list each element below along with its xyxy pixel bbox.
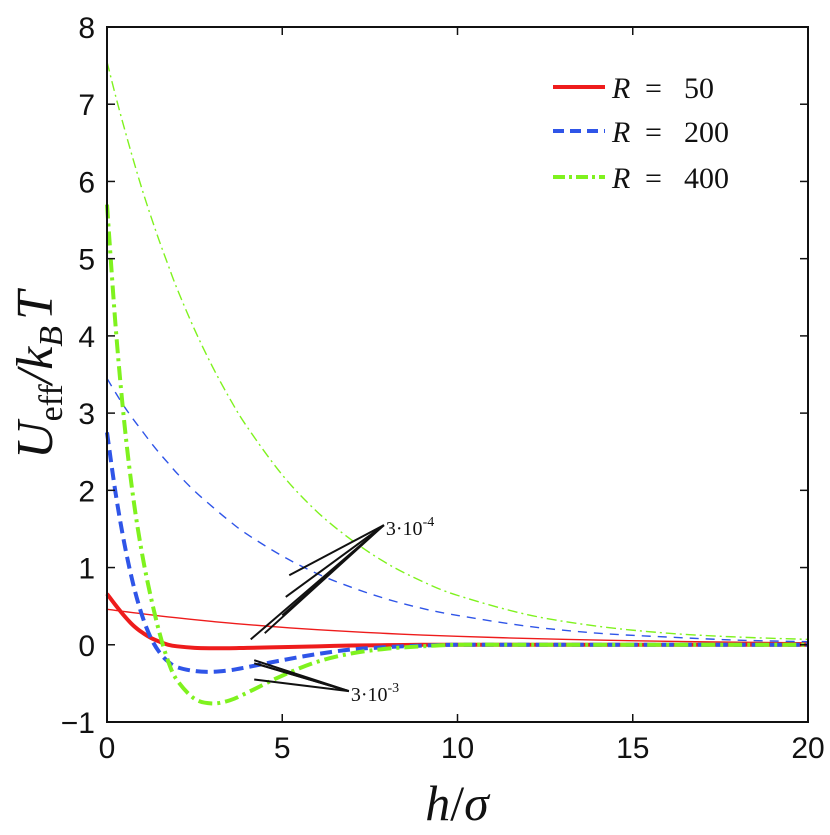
legend-value-r50: 50 [684, 72, 714, 105]
x-tick-label: 0 [99, 732, 116, 765]
x-axis-label-sigma: σ [464, 775, 491, 831]
annotation-leader-line [250, 524, 385, 641]
x-tick-label: 10 [441, 732, 474, 765]
x-axis-label: h/σ [425, 775, 491, 831]
legend-label-r50: R = 50 [611, 72, 714, 105]
x-axis-label-h: h [425, 775, 450, 831]
x-tick-label: 15 [616, 732, 649, 765]
x-axis-label-slash: / [450, 775, 464, 831]
y-tick-label: 1 [78, 553, 95, 586]
y-axis-label-t: T [7, 288, 64, 320]
legend: R = 50 R = 200 R = 400 [553, 72, 729, 195]
legend-value-r200: 200 [684, 116, 729, 149]
annotation-base: 3·10 [386, 518, 423, 540]
y-tick-label: 0 [78, 630, 95, 663]
y-axis-label-k-sub: B [33, 326, 70, 347]
y-tick-label: 5 [78, 244, 95, 277]
legend-var-r400: R [611, 162, 630, 195]
legend-var-r200: R [611, 116, 630, 149]
annotation-layer: 3·10-43·10-3 [250, 515, 434, 706]
series-line-r400-thin [106, 61, 809, 641]
series-line-r200-thick [105, 432, 808, 674]
y-tick-label: 8 [78, 12, 95, 45]
annotation-label-0: 3·10-4 [386, 515, 434, 540]
annotation-label-1: 3·10-3 [351, 681, 399, 706]
series-line-r400-thick [105, 204, 808, 706]
y-tick-label: 4 [78, 321, 95, 354]
x-tick-label: 5 [274, 732, 291, 765]
annotation-leader-line [254, 678, 349, 693]
y-tick-label: 2 [78, 475, 95, 508]
legend-label-r200: R = 200 [611, 116, 729, 149]
y-axis-label: Ueff/kBT [7, 288, 70, 459]
y-axis-label-slash: / [7, 365, 64, 387]
y-tick-label: 6 [78, 166, 95, 199]
annotation-exponent: -4 [423, 515, 435, 530]
legend-label-r400: R = 400 [611, 162, 729, 195]
y-axis-label-main-sub: eff [33, 384, 70, 422]
y-tick-label: 3 [78, 398, 95, 431]
annotation-leader-line [288, 524, 385, 577]
y-axis-label-main: U [7, 418, 64, 459]
legend-eq-r400: = [645, 162, 662, 195]
legend-eq-r200: = [645, 116, 662, 149]
annotation-leader-line [257, 663, 350, 693]
annotation-leader-line [285, 524, 385, 598]
series-layer [105, 61, 809, 706]
legend-eq-r50: = [645, 72, 662, 105]
y-axis-label-k: k [7, 346, 64, 370]
x-tick-label: 20 [791, 732, 824, 765]
y-tick-label: 7 [78, 89, 95, 122]
annotation-exponent: -3 [388, 681, 400, 696]
legend-var-r50: R [611, 72, 630, 105]
y-tick-label: −1 [61, 707, 95, 740]
legend-value-r400: 400 [684, 162, 729, 195]
annotation-base: 3·10 [351, 684, 388, 706]
